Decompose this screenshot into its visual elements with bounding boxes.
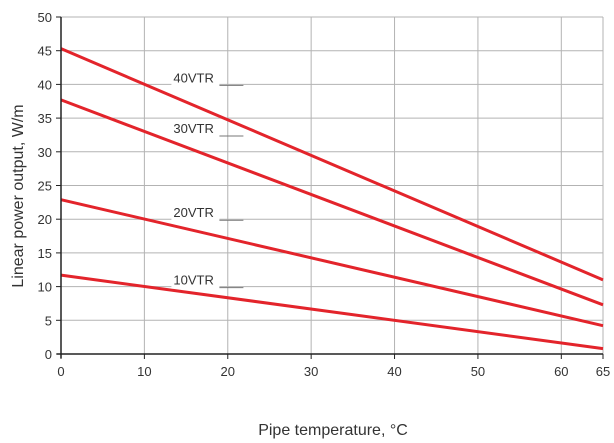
series-line-10vtr bbox=[60, 273, 604, 351]
x-tick-label: 60 bbox=[554, 364, 568, 379]
y-tick-label: 15 bbox=[38, 246, 52, 261]
series-label-bg bbox=[171, 68, 220, 87]
y-tick-label: 0 bbox=[45, 347, 52, 362]
series-label-bg bbox=[171, 118, 220, 137]
series-label-40vtr: 40VTR bbox=[173, 70, 213, 85]
x-tick-label: 10 bbox=[137, 364, 151, 379]
series-line-20vtr bbox=[60, 198, 604, 328]
series-line-30vtr bbox=[60, 98, 604, 307]
x-tick-label: 50 bbox=[471, 364, 485, 379]
series-label-10vtr: 10VTR bbox=[173, 273, 213, 288]
ticks: 0 10 20 30 40 50 60 65 0 5 10 15 20 25 30 35 40 45 50 bbox=[38, 10, 611, 379]
grid bbox=[60, 16, 604, 355]
y-axis-title: Linear power output, W/m bbox=[10, 104, 27, 287]
series-label-bg bbox=[171, 270, 220, 289]
y-tick-label: 35 bbox=[38, 111, 52, 126]
y-tick-label: 50 bbox=[38, 10, 52, 25]
axes bbox=[57, 17, 603, 358]
y-tick-label: 40 bbox=[38, 77, 52, 92]
series-label-30vtr: 30VTR bbox=[173, 121, 213, 136]
x-tick-label: 20 bbox=[221, 364, 235, 379]
y-tick-label: 20 bbox=[38, 212, 52, 227]
x-tick-label: 40 bbox=[387, 364, 401, 379]
x-tick-label: 0 bbox=[57, 364, 64, 379]
series-line-40vtr bbox=[60, 47, 604, 282]
y-tick-label: 5 bbox=[45, 313, 52, 328]
y-tick-label: 25 bbox=[38, 179, 52, 194]
x-tick-label: 30 bbox=[304, 364, 318, 379]
series-label-bg bbox=[171, 203, 220, 222]
series-lines bbox=[60, 47, 604, 351]
x-axis-title: Pipe temperature, °C bbox=[258, 422, 408, 439]
x-tick-label: 65 bbox=[596, 364, 610, 379]
series-labels: 40VTR 30VTR 20VTR 10VTR bbox=[171, 68, 244, 289]
series-label-20vtr: 20VTR bbox=[173, 205, 213, 220]
y-tick-label: 45 bbox=[38, 44, 52, 59]
y-tick-label: 10 bbox=[38, 280, 52, 295]
y-tick-label: 30 bbox=[38, 145, 52, 160]
